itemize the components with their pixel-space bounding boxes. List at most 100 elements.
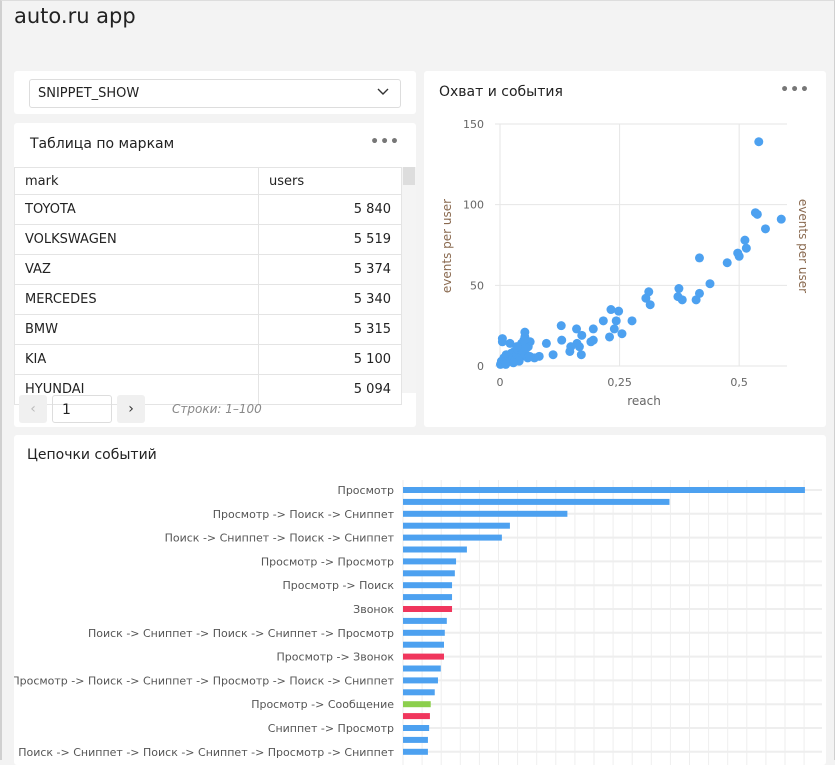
scatter-point bbox=[677, 295, 687, 305]
table-row[interactable]: TOYOTA 5 840 bbox=[14, 194, 402, 225]
bar[interactable] bbox=[403, 701, 431, 708]
scatter-point bbox=[497, 337, 507, 347]
bar-category-label: Просмотр bbox=[338, 484, 394, 497]
scatter-point bbox=[574, 342, 584, 352]
scatter-point bbox=[505, 338, 515, 348]
table-row[interactable]: MERCEDES 5 340 bbox=[14, 284, 402, 315]
next-page-button[interactable]: › bbox=[117, 395, 145, 423]
bar[interactable] bbox=[403, 689, 435, 696]
bar[interactable] bbox=[403, 629, 445, 636]
bar[interactable] bbox=[403, 653, 444, 660]
table-row[interactable]: VAZ 5 374 bbox=[14, 254, 402, 285]
dashboard-title: auto.ru app bbox=[14, 4, 136, 28]
scatter-point bbox=[565, 346, 575, 356]
bar[interactable] bbox=[403, 606, 453, 612]
widget-title: Охват и события bbox=[439, 84, 563, 100]
y-axis-label: events per user bbox=[440, 199, 454, 293]
bar[interactable] bbox=[403, 522, 510, 529]
bar[interactable] bbox=[403, 510, 568, 517]
bar-category-label: Звонок bbox=[353, 603, 394, 616]
bar[interactable] bbox=[403, 534, 502, 541]
bar[interactable] bbox=[403, 748, 428, 755]
scatter-point bbox=[586, 337, 596, 347]
scatter-point bbox=[576, 350, 586, 360]
bar[interactable] bbox=[403, 641, 444, 648]
widget-title: Цепочки событий bbox=[27, 447, 157, 463]
scatter-point bbox=[605, 332, 615, 342]
bar-category-label: Просмотр -> Просмотр bbox=[261, 555, 394, 568]
table-row[interactable]: BMW 5 315 bbox=[14, 314, 402, 345]
table-widget: Таблица по маркам ••• mark users TOYOTA 5… bbox=[14, 123, 416, 427]
bar[interactable] bbox=[403, 487, 805, 493]
scatter-point bbox=[548, 350, 558, 360]
y-axis-label-right: events per user bbox=[796, 199, 810, 293]
bar[interactable] bbox=[403, 582, 453, 589]
table-row[interactable]: KIA 5 100 bbox=[14, 344, 402, 375]
scatter-point bbox=[519, 335, 529, 345]
scatter-point bbox=[577, 330, 587, 340]
scatter-point bbox=[641, 293, 651, 303]
scatter-widget: Охват и события ••• 0 50 100 150 0 0,25 0,5 rea… bbox=[424, 71, 826, 427]
column-header-users[interactable]: users bbox=[258, 167, 402, 195]
scatter-point bbox=[606, 305, 616, 315]
bar[interactable] bbox=[403, 498, 670, 505]
x-tick-label: 0,25 bbox=[607, 376, 632, 389]
scatter-point bbox=[734, 251, 744, 261]
scatter-point bbox=[722, 258, 732, 268]
y-tick-label: 50 bbox=[470, 279, 484, 292]
column-header-mark[interactable]: mark bbox=[14, 167, 259, 195]
scatter-point bbox=[645, 300, 655, 310]
scatter-point bbox=[556, 321, 566, 331]
bar[interactable] bbox=[403, 713, 430, 720]
scatter-point bbox=[760, 224, 770, 234]
scatter-point bbox=[609, 324, 619, 334]
bar[interactable] bbox=[403, 617, 447, 624]
y-tick-label: 100 bbox=[463, 199, 484, 212]
bar[interactable] bbox=[403, 594, 453, 601]
widget-title: Таблица по маркам bbox=[30, 136, 175, 152]
scatter-point bbox=[741, 243, 751, 253]
scrollbar-thumb[interactable] bbox=[403, 167, 415, 185]
scatter-point bbox=[501, 359, 511, 369]
bar[interactable] bbox=[403, 570, 455, 577]
bar-category-label: Поиск -> Сниппет -> Поиск -> Сниппет bbox=[165, 532, 395, 545]
more-menu-icon[interactable]: ••• bbox=[370, 134, 400, 150]
cell-users: 5 840 bbox=[258, 194, 402, 225]
scatter-point bbox=[598, 316, 608, 326]
scatter-point bbox=[525, 351, 535, 361]
cell-users: 5 374 bbox=[258, 254, 402, 285]
bar[interactable] bbox=[403, 736, 428, 743]
cell-mark: VOLKSWAGEN bbox=[14, 224, 259, 255]
bar[interactable] bbox=[403, 665, 441, 672]
bar-widget: Цепочки событий Просмотр Просмотр -> Поис… bbox=[14, 435, 826, 765]
page-input[interactable]: 1 bbox=[52, 395, 112, 423]
scatter-point bbox=[588, 324, 598, 334]
bar-chart: Просмотр Просмотр -> Поиск -> Сниппет Поис… bbox=[14, 480, 822, 765]
event-selector-value: SNIPPET_SHOW bbox=[38, 86, 140, 101]
cell-users: 5 340 bbox=[258, 284, 402, 315]
event-selector[interactable]: SNIPPET_SHOW bbox=[29, 79, 401, 108]
x-tick-label: 0 bbox=[497, 376, 504, 389]
scatter-point bbox=[541, 338, 551, 348]
scatter-point bbox=[614, 306, 624, 316]
cell-mark: MERCEDES bbox=[14, 284, 259, 315]
bar-category-label: Просмотр -> Сообщение bbox=[251, 698, 394, 711]
more-menu-icon[interactable]: ••• bbox=[780, 82, 810, 98]
bar-category-label: Сниппет -> Просмотр bbox=[268, 722, 394, 735]
bar[interactable] bbox=[403, 677, 438, 684]
cell-users: 5 519 bbox=[258, 224, 402, 255]
bar[interactable] bbox=[403, 546, 467, 553]
bar[interactable] bbox=[403, 558, 457, 565]
table-row[interactable]: VOLKSWAGEN 5 519 bbox=[14, 224, 402, 255]
cell-users: 5 100 bbox=[258, 344, 402, 375]
scatter-point bbox=[776, 214, 786, 224]
bar-category-label: Просмотр -> Звонок bbox=[277, 651, 395, 664]
scatter-point bbox=[572, 324, 582, 334]
bar[interactable] bbox=[403, 725, 430, 731]
cell-users: 5 094 bbox=[258, 374, 402, 405]
cell-mark: BMW bbox=[14, 314, 259, 345]
prev-page-button[interactable]: ‹ bbox=[19, 395, 47, 423]
table-scrollbar[interactable] bbox=[402, 167, 416, 393]
rows-info: Строки: 1–100 bbox=[172, 402, 262, 416]
scatter-chart: 0 50 100 150 0 0,25 0,5 reach events per user eve… bbox=[440, 118, 810, 408]
